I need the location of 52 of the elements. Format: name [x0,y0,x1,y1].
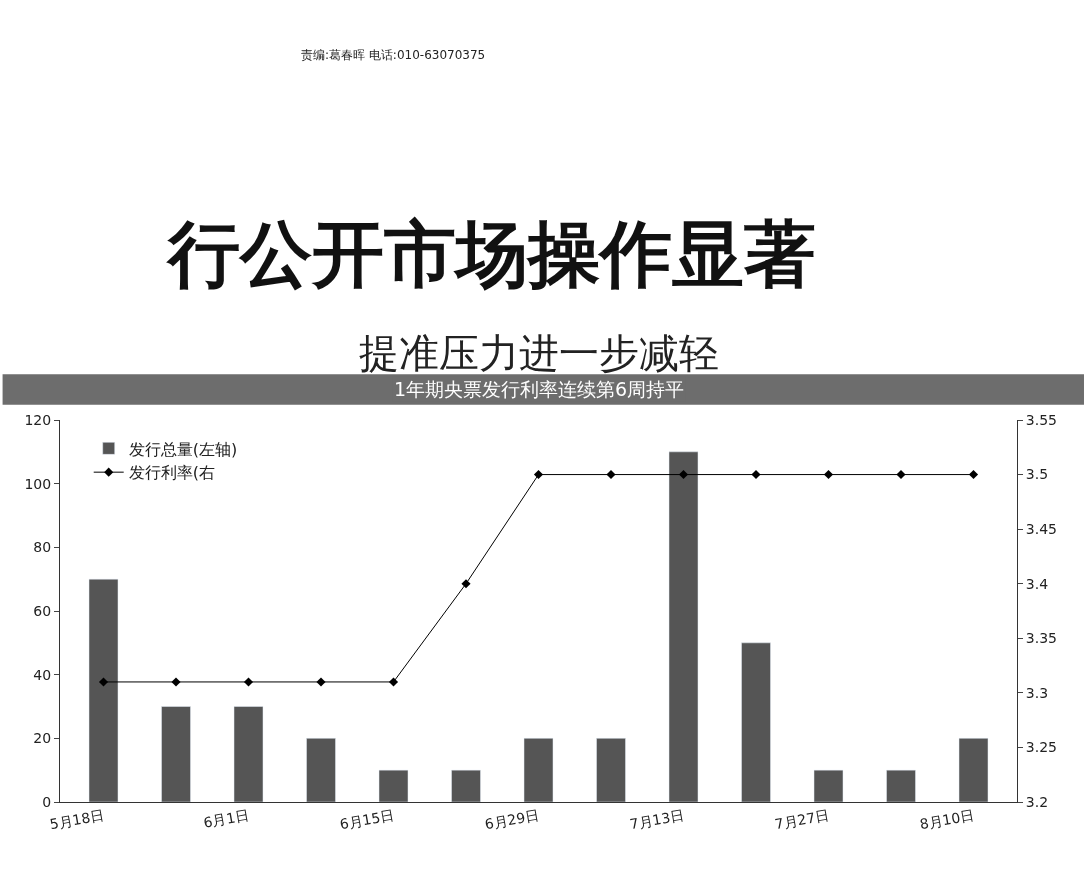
y2-tick-label: 3.45 [1025,521,1057,538]
chart-subtitle: 提准压力进一步减轻 [359,330,719,376]
bar [306,738,336,802]
point [533,470,544,480]
y2-tick-label: 3.3 [1025,684,1049,701]
point [171,677,181,687]
bar [668,451,699,802]
point [751,470,761,480]
point [606,470,616,480]
y-tick-label: 40 [33,666,52,683]
point [968,470,979,480]
point [243,677,254,687]
x-tick-label: 8月10日 [918,806,976,833]
y2-tick-label: 3.2 [1025,793,1049,810]
x-tick-label: 6月29日 [483,806,541,833]
y2-tick-label: 3.35 [1025,630,1057,647]
text: 行公开市场操作显著 [166,212,816,296]
bar [958,738,989,802]
y-tick-label: 100 [24,475,52,492]
legend-label: 发行利率(右 [128,463,215,483]
bar [741,642,771,802]
bar [813,769,844,802]
y2-tick-label: 3.4 [1025,575,1049,592]
y-tick-label: 60 [33,602,52,619]
y2-tick-label: 3.5 [1025,466,1049,483]
text: 责编:葛春晖 电话:010-63070375 [301,48,486,62]
point [896,470,906,480]
point [823,470,834,480]
x-tick-label: 6月15日 [338,806,396,833]
y2-tick-label: 3.55 [1025,411,1057,428]
legend-label: 发行总量(左轴) [128,439,238,459]
point [388,677,399,687]
point [678,470,689,480]
bar [233,706,264,802]
point [316,677,326,687]
bar [378,769,409,802]
chart-title: 1年期央票发行利率连续第6周持平 [394,378,685,400]
bar [596,738,626,802]
bar [886,769,916,802]
bar [161,706,191,802]
y-tick-label: 120 [24,411,52,428]
bar [451,769,481,802]
bar [523,738,554,802]
point [98,677,109,687]
x-tick-label: 6月1日 [202,806,251,831]
y-tick-label: 80 [33,539,52,556]
bar [88,578,119,802]
point [461,579,471,589]
y2-tick-label: 3.25 [1025,739,1057,756]
x-tick-label: 7月13日 [628,806,686,833]
x-tick-label: 7月27日 [773,806,831,833]
y-tick-label: 20 [33,730,52,747]
